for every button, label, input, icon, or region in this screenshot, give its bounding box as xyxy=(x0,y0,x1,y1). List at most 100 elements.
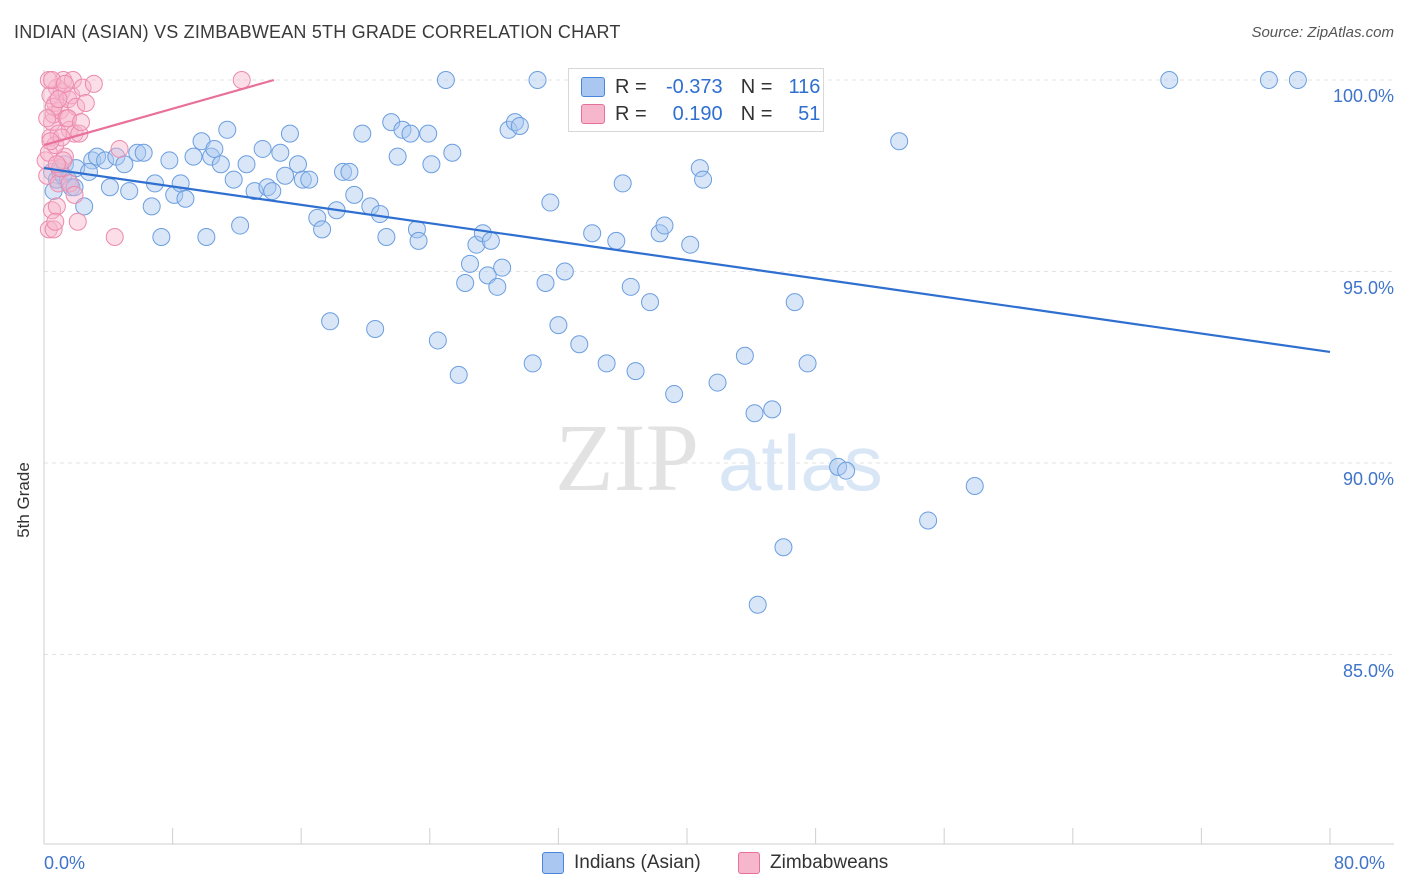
indians-point xyxy=(142,197,161,216)
indians-point xyxy=(621,277,640,296)
source-label: Source: ZipAtlas.com xyxy=(1251,24,1394,41)
x-tick-label-max: 80.0% xyxy=(1334,853,1386,873)
series-legend-label: Indians (Asian) xyxy=(574,852,701,873)
indians-point xyxy=(456,273,475,292)
zimbabweans-point xyxy=(110,139,129,158)
indians-point xyxy=(308,208,327,227)
indians-point xyxy=(763,400,782,419)
series-legend-indians[interactable]: Indians (Asian) xyxy=(542,852,701,874)
indians-point xyxy=(401,124,420,143)
indians-point xyxy=(798,354,817,373)
indians-point xyxy=(340,162,359,181)
indians-point xyxy=(681,235,700,254)
indians-point xyxy=(370,205,389,224)
series-indians-points xyxy=(43,71,1307,614)
y-tick-label: 85.0% xyxy=(1342,660,1394,681)
indians-point xyxy=(583,224,602,243)
indians-point xyxy=(377,228,396,247)
indians-point xyxy=(345,185,364,204)
legend-swatch-pink xyxy=(738,852,760,874)
indians-point xyxy=(708,373,727,392)
legend-swatch-pink xyxy=(581,104,605,124)
legend-r-label: R = xyxy=(615,102,647,125)
zimbabweans-point xyxy=(76,93,95,112)
series-legend: Indians (Asian) Zimbabweans xyxy=(0,852,1406,878)
indians-point xyxy=(253,139,272,158)
indians-point xyxy=(280,124,299,143)
series-legend-label: Zimbabweans xyxy=(770,852,889,873)
trend-lines xyxy=(43,78,1331,354)
indians-point xyxy=(570,335,589,354)
indians-point xyxy=(160,151,179,170)
indians-point xyxy=(443,143,462,162)
indians-point xyxy=(276,166,295,185)
zimbabweans-point xyxy=(38,109,57,128)
indians-point xyxy=(409,231,428,250)
indians-point xyxy=(271,143,290,162)
indians-point xyxy=(184,147,203,166)
zimbabweans-point xyxy=(55,74,74,93)
zimbabweans-point xyxy=(71,113,90,132)
indians-point xyxy=(641,293,660,312)
y-tick-label: 95.0% xyxy=(1342,277,1394,298)
zimbabweans-point xyxy=(44,220,63,239)
indians-point xyxy=(536,273,555,292)
zimbabweans-point xyxy=(84,74,103,93)
indians-point xyxy=(224,170,243,189)
indians-point xyxy=(694,170,713,189)
indians-point xyxy=(80,162,99,181)
zimbabweans-point xyxy=(39,220,58,239)
indians-point xyxy=(1160,71,1179,89)
legend-row-indians: R = -0.373 N = 116 xyxy=(581,74,820,100)
indians-point xyxy=(555,262,574,281)
indians-point xyxy=(321,312,340,331)
indians-point xyxy=(467,235,486,254)
indians-point xyxy=(197,228,216,247)
indians-point xyxy=(75,197,94,216)
watermark-atlas: atlas xyxy=(718,419,883,507)
legend-r-label: R = xyxy=(615,75,647,98)
indians-point xyxy=(449,365,468,384)
indians-point xyxy=(919,511,938,530)
zimbabweans-point xyxy=(68,212,87,231)
stats-legend: R = -0.373 N = 116 R = 0.190 N = 51 xyxy=(568,68,824,132)
legend-n-value: 116 xyxy=(788,75,821,98)
zimbabweans-point xyxy=(232,71,251,89)
indians-point xyxy=(134,143,153,162)
indians-point xyxy=(120,182,139,201)
legend-swatch-blue xyxy=(542,852,564,874)
indians-point xyxy=(237,155,256,174)
indians-point xyxy=(211,155,230,174)
indians-point xyxy=(597,354,616,373)
legend-r-value: -0.373 xyxy=(665,75,723,98)
chart-title: INDIAN (ASIAN) VS ZIMBABWEAN 5TH GRADE C… xyxy=(14,22,621,42)
indians-point xyxy=(1288,71,1307,89)
indians-point xyxy=(493,258,512,277)
indians-point xyxy=(528,71,547,89)
trend-line-zimbabweans xyxy=(43,78,275,147)
indians-point xyxy=(353,124,372,143)
indians-point xyxy=(419,124,438,143)
trend-line-indians xyxy=(43,167,1331,354)
x-tick-label-min: 0.0% xyxy=(44,853,86,873)
indians-point xyxy=(607,231,626,250)
indians-point xyxy=(152,228,171,247)
indians-point xyxy=(481,231,500,250)
legend-n-label: N = xyxy=(740,75,773,98)
indians-point xyxy=(690,159,709,178)
indians-point xyxy=(837,461,856,480)
indians-point xyxy=(300,170,319,189)
zimbabweans-point xyxy=(49,90,68,109)
indians-point xyxy=(965,476,984,495)
indians-point xyxy=(510,116,529,135)
indians-point xyxy=(128,143,147,162)
indians-point xyxy=(665,385,684,404)
indians-point xyxy=(613,174,632,193)
indians-point xyxy=(748,595,767,614)
series-legend-zimbabweans[interactable]: Zimbabweans xyxy=(738,852,888,874)
indians-point xyxy=(436,71,455,89)
indians-point xyxy=(428,331,447,350)
indians-point xyxy=(205,139,224,158)
indians-point xyxy=(460,254,479,273)
